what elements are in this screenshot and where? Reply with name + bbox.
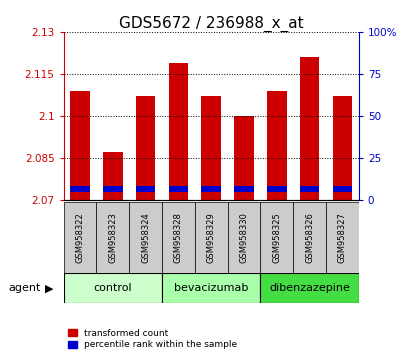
Bar (299, 57, 319, 200)
Text: agent: agent (8, 283, 40, 293)
Bar (227, 202, 260, 273)
Legend: transformed count, percentile rank within the sample: transformed count, percentile rank withi… (68, 329, 237, 349)
Bar (292, 202, 325, 273)
Text: GSM958324: GSM958324 (141, 212, 150, 263)
Text: GSM958329: GSM958329 (206, 212, 215, 263)
Bar (332, 96, 351, 200)
Bar (234, 186, 253, 192)
Bar (299, 186, 319, 192)
Bar (260, 202, 292, 273)
Bar (103, 186, 122, 192)
Bar (266, 186, 286, 192)
Bar (63, 273, 162, 303)
Bar (260, 273, 358, 303)
Text: ▶: ▶ (45, 283, 54, 293)
Bar (234, 116, 253, 200)
Bar (70, 186, 90, 192)
Bar (103, 152, 122, 200)
Text: bevacizumab: bevacizumab (173, 283, 248, 293)
Text: GSM958328: GSM958328 (173, 212, 182, 263)
Text: GSM958325: GSM958325 (272, 212, 281, 263)
Bar (162, 273, 260, 303)
Text: GSM958330: GSM958330 (239, 212, 248, 263)
Bar (168, 186, 188, 192)
Bar (201, 96, 220, 200)
Bar (201, 186, 220, 192)
Text: dibenzazepine: dibenzazepine (268, 283, 349, 293)
Bar (135, 96, 155, 200)
Text: GSM958326: GSM958326 (304, 212, 313, 263)
Bar (162, 202, 194, 273)
Bar (129, 202, 162, 273)
Bar (70, 91, 90, 200)
Bar (63, 202, 96, 273)
Bar (135, 186, 155, 192)
Bar (194, 202, 227, 273)
Bar (96, 202, 129, 273)
Bar (325, 202, 358, 273)
Text: GSM958322: GSM958322 (75, 212, 84, 263)
Text: GSM958323: GSM958323 (108, 212, 117, 263)
Title: GDS5672 / 236988_x_at: GDS5672 / 236988_x_at (119, 16, 303, 32)
Bar (168, 63, 188, 200)
Bar (266, 91, 286, 200)
Text: GSM958327: GSM958327 (337, 212, 346, 263)
Text: control: control (93, 283, 132, 293)
Bar (332, 186, 351, 192)
